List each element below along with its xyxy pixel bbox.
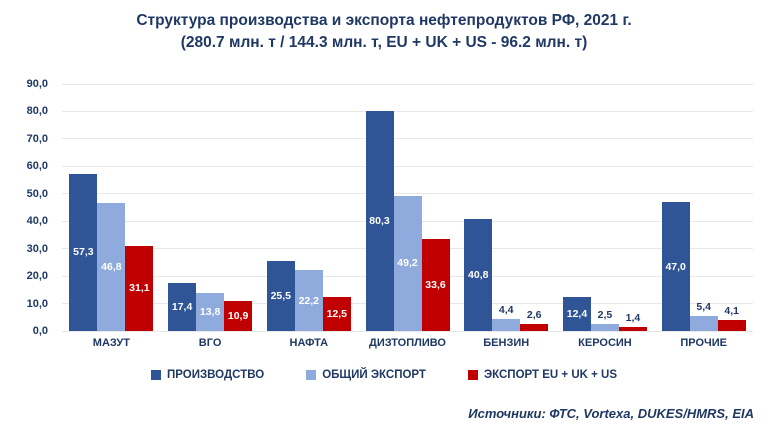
legend-item: ЭКСПОРТ EU + UK + US (467, 369, 618, 381)
y-tick-label: 10,0 (26, 297, 48, 310)
bar-value-label: 57,3 (73, 246, 94, 259)
bar-group: 17,4 13,8 10,9 (161, 84, 260, 331)
bar: 57,3 (69, 173, 98, 331)
bar: 2,5 (590, 309, 619, 331)
bar: 46,8 (97, 202, 126, 331)
chart-title: Структура производства и экспорта нефтеп… (0, 10, 768, 54)
bar-value-label: 12,5 (326, 307, 348, 320)
bar: 17,4 (168, 283, 197, 331)
legend-label: ПРОИЗВОДСТВО (166, 369, 265, 381)
gridline (62, 83, 753, 85)
bar: 80,3 (365, 110, 394, 331)
gridline (62, 330, 753, 332)
x-axis-labels: МАЗУТ ВГО НАФТА ДИЗТОПЛИВО БЕНЗИН КЕРОСИН ПРОЧ… (62, 337, 753, 349)
bar-value-label: 17,4 (171, 301, 193, 314)
y-tick-label: 60,0 (26, 160, 48, 173)
gridline (62, 110, 753, 112)
bar: 12,4 (562, 296, 591, 331)
bar: 33,6 (421, 238, 450, 331)
x-category-label: ПРОЧИЕ (680, 337, 727, 349)
legend: ПРОИЗВОДСТВО ОБЩИЙ ЭКСПОРТ ЭКСПОРТ EU + UK… (0, 369, 768, 381)
legend-swatch-icon (150, 370, 161, 380)
bar: 5,4 (689, 301, 718, 331)
bar-group: 25,5 22,2 12,5 (259, 84, 358, 331)
legend-item: ОБЩИЙ ЭКСПОРТ (306, 369, 426, 381)
bar-value-label: 47,0 (665, 260, 686, 273)
bar-value-label: 4,1 (724, 304, 739, 317)
y-tick-label: 40,0 (26, 215, 48, 228)
bar-value-label: 5,4 (696, 301, 711, 314)
bar-groups: 57,3 46,8 31,1 17,4 13,8 10,9 25,5 22,2 12,5 80,3… (62, 84, 753, 331)
gridline (62, 138, 753, 140)
x-category-label: КЕРОСИН (578, 337, 632, 349)
source-note: Источники: ФТС, Vortexa, DUKES/HMRS, EIA (468, 406, 754, 421)
bar-group: 40,8 4,4 2,6 (457, 84, 556, 331)
chart-title-line1: Структура производства и экспорта нефтеп… (136, 12, 632, 29)
bar-value-label: 12,4 (566, 307, 588, 320)
bar: 49,2 (393, 195, 422, 331)
y-tick-label: 30,0 (26, 242, 48, 255)
bar-value-label: 49,2 (397, 257, 418, 270)
legend-item: ПРОИЗВОДСТВО (150, 369, 265, 381)
bar-group: 80,3 49,2 33,6 (358, 84, 457, 331)
bar-group: 57,3 46,8 31,1 (62, 84, 161, 331)
chart-title-line2: (280.7 млн. т / 144.3 млн. т, EU + UK + … (180, 34, 588, 51)
x-category-label: ДИЗТОПЛИВО (369, 337, 446, 349)
bar-value-label: 40,8 (468, 269, 489, 282)
bar-value-label: 33,6 (425, 278, 446, 291)
x-category-label: ВГО (198, 337, 222, 349)
bar: 1,4 (618, 312, 647, 331)
bar: 13,8 (196, 293, 225, 331)
y-tick-label: 0,0 (32, 325, 48, 337)
bar-value-label: 1,4 (625, 312, 641, 325)
bar: 4,4 (492, 304, 521, 331)
bar-value-label: 25,5 (270, 290, 292, 303)
x-category-label: МАЗУТ (92, 337, 130, 349)
bar-value-label: 46,8 (101, 260, 122, 273)
y-tick-label: 20,0 (26, 270, 48, 283)
bar-value-label: 2,5 (597, 309, 613, 322)
bar-value-label: 10,9 (227, 310, 249, 323)
bar: 2,6 (520, 309, 549, 331)
legend-swatch-icon (306, 370, 317, 380)
gridline (62, 193, 753, 195)
y-tick-label: 50,0 (26, 187, 48, 200)
bar: 47,0 (661, 202, 690, 331)
bar-value-label: 22,2 (298, 294, 320, 307)
legend-label: ОБЩИЙ ЭКСПОРТ (322, 369, 426, 381)
bar-value-label: 31,1 (129, 282, 150, 295)
bar-group: 47,0 5,4 4,1 (654, 84, 753, 331)
bar: 31,1 (125, 245, 154, 331)
bar: 25,5 (266, 261, 295, 331)
y-tick-label: 80,0 (26, 105, 48, 118)
y-axis: 0,0 10,0 20,0 30,0 40,0 50,0 60,0 70,0 80,0 90,0 (0, 78, 54, 337)
bar-group: 12,4 2,5 1,4 (556, 84, 655, 331)
plot-area: 57,3 46,8 31,1 17,4 13,8 10,9 25,5 22,2 12,5 80,3… (62, 83, 753, 332)
y-tick-label: 90,0 (26, 78, 48, 90)
legend-label: ЭКСПОРТ EU + UK + US (483, 369, 618, 381)
bar: 12,5 (322, 296, 351, 331)
gridline (62, 165, 753, 167)
x-category-label: НАФТА (289, 337, 329, 349)
y-tick-label: 70,0 (26, 132, 48, 145)
bar: 22,2 (294, 270, 323, 331)
x-category-label: БЕНЗИН (483, 337, 530, 349)
bar: 10,9 (224, 301, 253, 331)
bar: 40,8 (464, 219, 493, 331)
bar-value-label: 2,6 (526, 308, 542, 321)
bar: 4,1 (717, 305, 746, 331)
bar-value-label: 13,8 (199, 306, 221, 319)
bar-value-label: 80,3 (369, 214, 390, 227)
bar-value-label: 4,4 (498, 303, 514, 316)
legend-swatch-icon (467, 370, 478, 380)
